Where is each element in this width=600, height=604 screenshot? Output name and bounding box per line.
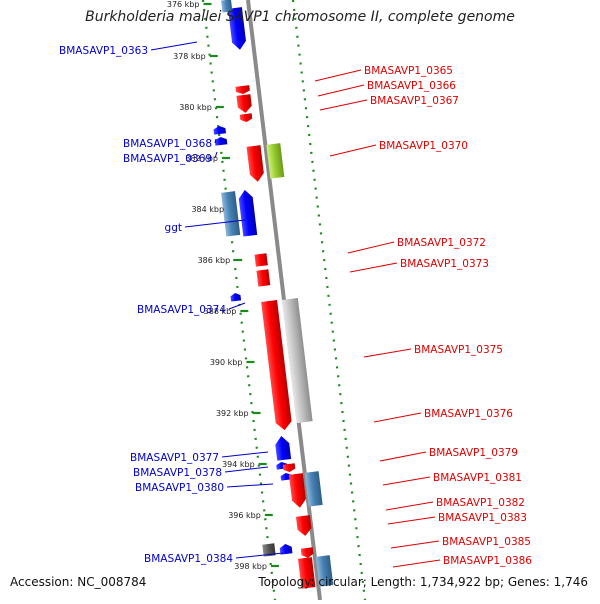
leader-line — [226, 483, 274, 488]
right-gene-label: BMASAVP1_0366 — [367, 80, 456, 92]
leader-line — [184, 219, 246, 228]
right-gene-label: BMASAVP1_0365 — [364, 65, 453, 77]
gene-bmasavp1-0381 — [288, 473, 306, 508]
left-gene-label: BMASAVP1_0369 — [123, 153, 212, 165]
gene-bmasavp1-0372 — [254, 253, 268, 267]
gene-steelblue-top — [221, 0, 233, 13]
left-gene-label: BMASAVP1_0378 — [133, 467, 222, 479]
leader-line — [373, 412, 422, 423]
kbp-tick-label: 384 kbp — [191, 205, 224, 214]
leader-line — [150, 41, 198, 51]
right-gene-label: BMASAVP1_0373 — [400, 258, 489, 270]
kbp-tick-label: 394 kbp — [222, 460, 255, 469]
kbp-tick-label: 378 kbp — [173, 52, 206, 61]
gene-bmasavp1-0385 — [300, 547, 314, 558]
leader-line — [317, 84, 365, 97]
gene-bmasavp1-0386 — [298, 557, 316, 589]
leader-line — [347, 241, 395, 254]
kbp-tick-label: 382 kbp — [185, 154, 218, 163]
gene-bmasavp1-0368 — [213, 125, 227, 135]
right-gene-label: BMASAVP1_0372 — [397, 237, 486, 249]
gene-bmasavp1-0367 — [239, 113, 253, 122]
leader-line — [214, 138, 217, 144]
left-gene-label: BMASAVP1_0380 — [135, 482, 224, 494]
kbp-tick-label: 380 kbp — [179, 103, 212, 112]
leader-line — [314, 69, 362, 82]
gene-bmasavp1-0384 — [279, 543, 293, 555]
leader-line — [319, 99, 368, 111]
right-gene-label: BMASAVP1_0382 — [436, 497, 525, 509]
leader-line — [390, 540, 440, 549]
gene-bmasavp1-0366 — [236, 94, 252, 113]
gene-ggt — [238, 190, 258, 237]
right-gene-label: BMASAVP1_0376 — [424, 408, 513, 420]
left-gene-label: BMASAVP1_0384 — [144, 553, 233, 565]
gene-steelblue-0382 — [304, 471, 323, 507]
gene-gray-0376 — [281, 298, 313, 424]
leader-line — [228, 302, 246, 310]
gene-bmasavp1-0363 — [228, 7, 246, 50]
right-gene-label: BMASAVP1_0381 — [433, 472, 522, 484]
right-gene-label: BMASAVP1_0375 — [414, 344, 503, 356]
gene-steelblue-0386 — [315, 555, 334, 587]
right-gene-label: BMASAVP1_0383 — [438, 512, 527, 524]
accession-text: Accession: NC_008784 — [10, 575, 147, 589]
map-title: Burkholderia mallei SAVP1 chromosome II,… — [85, 9, 515, 25]
left-gene-label: BMASAVP1_0363 — [59, 45, 148, 57]
gene-bmasavp1-0374 — [230, 293, 242, 302]
gene-steelblue-ggt — [221, 191, 241, 237]
right-gene-label: BMASAVP1_0385 — [442, 536, 531, 548]
leader-line — [392, 559, 441, 568]
kbp-tick-label: 398 kbp — [234, 562, 267, 571]
left-gene-label: BMASAVP1_0377 — [130, 452, 219, 464]
leader-line — [224, 466, 269, 473]
kbp-tick-label: 386 kbp — [198, 256, 231, 265]
kbp-tick-label: 392 kbp — [216, 409, 249, 418]
left-gene-label: ggt — [165, 222, 182, 234]
gene-bmasavp1-0375 — [261, 300, 292, 431]
kbp-tick-label: 390 kbp — [210, 358, 243, 367]
leader-line — [382, 476, 431, 486]
gene-bmasavp1-0384-dark — [262, 543, 276, 557]
right-gene-label: BMASAVP1_0386 — [443, 555, 532, 567]
leader-line — [235, 552, 284, 559]
gene-bmasavp1-0379 — [282, 463, 296, 472]
gene-bmasavp1-0365 — [235, 85, 250, 94]
kbp-tick-label: 376 kbp — [167, 0, 200, 9]
leader-line — [214, 151, 218, 159]
gene-bmasavp1-0373 — [256, 269, 271, 287]
right-gene-label: BMASAVP1_0370 — [379, 140, 468, 152]
gene-bmasavp1-0383 — [295, 515, 312, 536]
right-gene-label: BMASAVP1_0367 — [370, 95, 459, 107]
kbp-tick-label: 396 kbp — [228, 511, 261, 520]
leader-line — [329, 144, 377, 157]
gene-bmasavp1-0369 — [214, 137, 228, 146]
leader-line — [379, 451, 427, 462]
left-track-guide — [201, 0, 277, 601]
gene-bmasavp1-0377 — [275, 436, 292, 461]
right-track-guide — [291, 0, 367, 601]
gene-green-0370 — [266, 143, 285, 179]
leader-line — [363, 348, 412, 358]
left-gene-label: BMASAVP1_0374 — [137, 304, 226, 316]
topology-text: Topology: circular; Length: 1,734,922 bp… — [258, 575, 588, 589]
leader-line — [385, 501, 434, 511]
gene-bmasavp1-0370 — [246, 145, 264, 182]
kbp-tick-label: 388 kbp — [204, 307, 237, 316]
leader-line — [387, 516, 436, 525]
right-gene-label: BMASAVP1_0379 — [429, 447, 518, 459]
left-gene-label: BMASAVP1_0368 — [123, 138, 212, 150]
leader-line — [349, 262, 398, 273]
leader-line — [221, 451, 269, 458]
